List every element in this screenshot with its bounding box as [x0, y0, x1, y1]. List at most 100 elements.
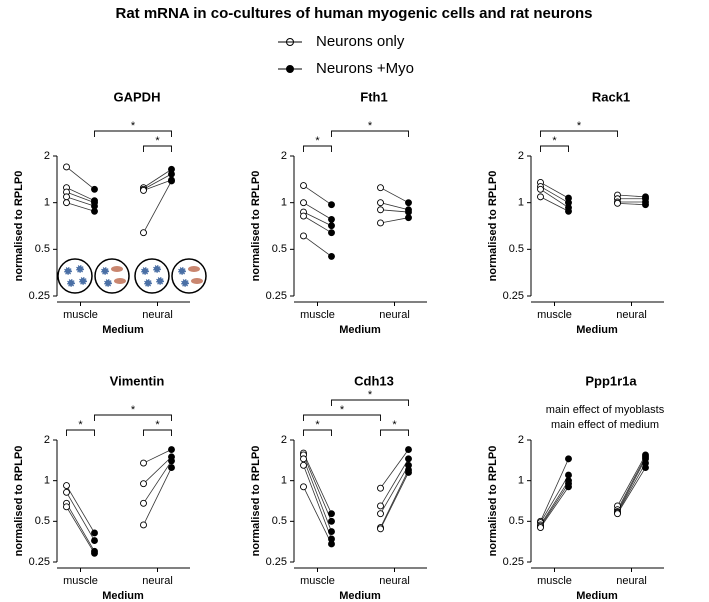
point	[565, 455, 572, 463]
significance-bracket	[66, 429, 95, 436]
annotation: main effect of myoblasts	[546, 404, 665, 416]
pair-line	[143, 169, 172, 188]
point	[328, 222, 335, 230]
significance-bracket	[540, 145, 569, 152]
pair-line	[380, 187, 409, 204]
culture-dish	[171, 258, 207, 294]
pair-line	[303, 454, 332, 522]
significance-bracket	[380, 429, 409, 436]
x-axis-label: Medium	[339, 590, 381, 602]
point	[328, 201, 335, 209]
pair-line	[380, 465, 409, 514]
point	[328, 540, 335, 548]
y-tick-label: 1	[518, 475, 524, 487]
pair-line	[380, 202, 409, 211]
y-tick-label: 2	[281, 150, 287, 162]
pair-line	[540, 196, 569, 212]
y-tick-label: 2	[518, 150, 524, 162]
significance-label: *	[368, 120, 373, 132]
y-tick-label: 0.25	[29, 556, 50, 568]
point	[300, 182, 307, 189]
point	[405, 455, 412, 463]
x-tick-label: neural	[142, 575, 173, 587]
significance-bracket	[94, 130, 172, 137]
pair-line	[540, 474, 569, 523]
pair-line	[143, 456, 172, 484]
significance-bracket	[303, 414, 381, 421]
pair-line	[303, 452, 332, 514]
pair-line	[66, 492, 95, 541]
neuron	[79, 277, 87, 285]
y-axis-label: normalised to RPLP0	[487, 171, 499, 282]
point	[63, 193, 70, 201]
point	[328, 229, 335, 237]
y-tick-label: 1	[281, 197, 287, 209]
point	[405, 214, 412, 222]
pair-line	[540, 182, 569, 199]
x-axis-label: Medium	[576, 590, 618, 602]
neuron	[144, 279, 152, 287]
legend-label: Neurons +Myo	[316, 60, 414, 77]
significance-label: *	[577, 120, 582, 132]
point	[63, 482, 70, 490]
myocyte	[111, 266, 123, 272]
point	[91, 549, 98, 557]
y-tick-label: 0.25	[29, 290, 50, 302]
pair-line	[380, 458, 409, 507]
x-tick-label: muscle	[537, 575, 572, 587]
y-tick-label: 0.5	[509, 515, 524, 527]
point	[537, 193, 544, 201]
point	[377, 525, 384, 533]
pair-line	[66, 166, 95, 190]
point	[405, 208, 412, 216]
point	[168, 464, 175, 472]
significance-label: *	[340, 404, 345, 416]
annotation: main effect of medium	[551, 419, 659, 431]
y-tick-label: 1	[518, 197, 524, 209]
significance-label: *	[392, 419, 397, 431]
point	[377, 219, 384, 227]
pair-line	[303, 235, 332, 257]
legend-label: Neurons only	[316, 33, 405, 50]
y-tick-label: 0.25	[503, 290, 524, 302]
pair-line	[540, 480, 569, 526]
significance-label: *	[155, 419, 160, 431]
neuron	[104, 279, 112, 287]
x-tick-label: muscle	[63, 309, 98, 321]
significance-bracket	[331, 130, 409, 137]
pair-line	[617, 467, 646, 514]
neuron	[76, 265, 84, 273]
x-tick-label: muscle	[63, 575, 98, 587]
myocyte	[114, 278, 126, 284]
pair-line	[143, 449, 172, 464]
point	[140, 186, 147, 194]
pair-line	[617, 458, 646, 512]
x-tick-label: neural	[142, 309, 173, 321]
point	[405, 469, 412, 476]
pair-line	[617, 202, 646, 206]
point	[565, 207, 572, 215]
point	[140, 521, 147, 529]
point	[140, 459, 147, 467]
significance-label: *	[78, 419, 83, 431]
pair-line	[143, 467, 172, 526]
significance-label: *	[131, 404, 136, 416]
point	[300, 455, 307, 463]
y-tick-label: 0.5	[35, 243, 50, 255]
point	[63, 503, 70, 511]
pair-line	[143, 179, 172, 191]
neuron	[178, 267, 186, 275]
neuron	[67, 279, 75, 287]
figure-title: Rat mRNA in co-cultures of human myogeni…	[115, 5, 592, 22]
x-tick-label: neural	[379, 309, 410, 321]
x-axis-label: Medium	[102, 324, 144, 336]
pair-line	[380, 469, 409, 528]
y-tick-label: 2	[281, 434, 287, 446]
point	[642, 201, 649, 209]
pair-line	[303, 185, 332, 206]
point	[377, 484, 384, 492]
point	[140, 480, 147, 488]
point	[642, 464, 649, 472]
significance-bracket	[94, 414, 172, 421]
